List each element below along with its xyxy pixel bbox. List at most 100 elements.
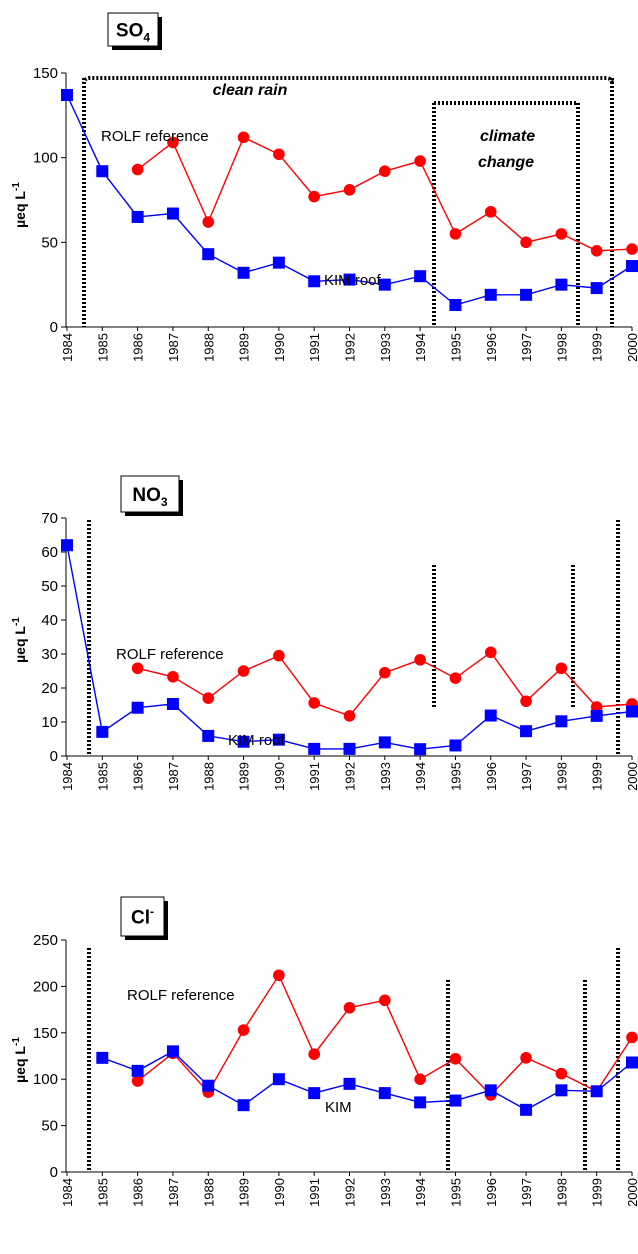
y-axis-label-main: µeq L: [12, 1046, 28, 1083]
rolf-reference-point: [449, 672, 462, 684]
annotation-label: change: [478, 154, 534, 171]
kim-roof-point: [590, 1085, 603, 1098]
y-axis-label-main: µeq L: [12, 626, 28, 663]
rolf-reference-point: [202, 216, 215, 228]
rolf-reference-point: [449, 228, 462, 240]
rolf-reference-point: [308, 190, 320, 203]
kim-roof-point: [131, 210, 144, 223]
kim-roof-point: [61, 89, 73, 102]
x-tick-label: 1988: [201, 762, 216, 791]
x-tick-label: 1995: [448, 762, 463, 791]
kim-roof-point: [96, 1051, 109, 1064]
x-tick-label: 1984: [60, 1178, 75, 1207]
chart-title-superscript: -: [150, 905, 154, 919]
kim-roof-point: [166, 697, 179, 710]
kim-roof-point: [237, 266, 250, 279]
x-tick-label: 1998: [554, 333, 569, 362]
x-tick-label: 2000: [625, 762, 638, 791]
x-tick-label: 1996: [484, 762, 499, 791]
x-tick-label: 2000: [625, 333, 638, 362]
chart-title: NO3: [132, 485, 168, 509]
kim-roof-point: [343, 1077, 356, 1090]
y-tick-label: 0: [50, 319, 58, 336]
y-tick-label: 0: [50, 1164, 58, 1181]
kim-roof-point: [166, 207, 179, 220]
title-badge: [120, 475, 180, 513]
x-tick-label: 1985: [95, 333, 110, 362]
y-tick-label: 150: [33, 1025, 58, 1042]
chart-title-main: Cl: [131, 908, 150, 929]
chart-title-subscript: 4: [143, 31, 150, 45]
series-label: ROLF reference: [116, 646, 224, 663]
y-axis-label-superscript: -1: [11, 182, 22, 191]
x-tick-label: 1988: [201, 333, 216, 362]
rolf-reference-point: [131, 662, 144, 675]
x-tick-label: 1997: [519, 333, 534, 362]
y-tick-label: 250: [33, 932, 58, 949]
clean-rain-bracket: [82, 76, 614, 85]
rolf-reference-point: [520, 236, 532, 249]
x-tick-label: 1985: [95, 1178, 110, 1207]
x-tick-label: 1998: [554, 762, 569, 791]
x-tick-label: 1999: [590, 762, 605, 791]
chart-panel-2: 0 10 20 30 40 50 60 70 1984 1985 1986 1987 1988 1989 1…: [11, 475, 638, 791]
x-tick-label: 1997: [519, 1178, 534, 1207]
kim-roof-point: [96, 725, 109, 738]
kim-roof-point: [520, 725, 533, 738]
series-label: KIM: [325, 1099, 352, 1116]
kim-roof-point: [590, 709, 603, 722]
y-tick-label: 200: [33, 978, 58, 995]
kim-roof-point: [378, 1087, 391, 1100]
x-tick-label: 1989: [237, 762, 252, 791]
kim-roof-point: [414, 1096, 427, 1109]
rolf-reference-point: [237, 1024, 250, 1036]
y-tick-label: 10: [41, 714, 58, 731]
kim-roof-point: [626, 1056, 638, 1069]
kim-roof-point: [237, 735, 250, 748]
x-tick-label: 1990: [272, 333, 287, 362]
y-tick-label: 50: [41, 1118, 58, 1135]
rolf-reference-point: [379, 666, 391, 679]
rolf-reference-point: [626, 1031, 638, 1044]
kim-roof-point: [308, 275, 321, 288]
kim-roof-point: [378, 278, 391, 291]
y-tick-label: 40: [41, 612, 58, 629]
rolf-reference-point: [555, 662, 568, 675]
x-tick-label: 1994: [413, 333, 428, 362]
series-label: ROLF reference: [101, 128, 209, 145]
kim-roof-point: [555, 715, 568, 728]
rolf-reference-point: [414, 1073, 426, 1085]
rolf-reference-point: [273, 148, 285, 161]
x-tick-label: 1987: [166, 333, 181, 362]
rolf-reference-point: [484, 206, 497, 218]
kim-roof-point: [272, 733, 285, 746]
kim-roof-point: [626, 705, 638, 718]
x-tick-label: 1991: [307, 1178, 322, 1207]
y-tick-label: 30: [41, 646, 58, 663]
rolf-reference-point: [379, 165, 391, 178]
x-tick-label: 1992: [343, 1178, 358, 1207]
series-label: KIM roof: [324, 272, 382, 289]
kim-roof-point: [343, 742, 356, 755]
kim-roof-point: [449, 298, 462, 311]
rolf-reference-point: [343, 1001, 356, 1014]
chart-title-subscript: 3: [161, 495, 168, 509]
rolf-reference-point: [520, 1052, 532, 1064]
kim-roof-point: [343, 273, 356, 286]
rolf-reference-point: [308, 697, 320, 709]
rolf-reference-point: [379, 994, 391, 1007]
rolf-reference-point: [202, 692, 215, 704]
x-tick-label: 1990: [272, 1178, 287, 1207]
kim-roof-point: [131, 701, 144, 714]
kim-roof-point: [555, 278, 568, 291]
rolf-reference-point: [273, 969, 285, 982]
rolf-reference-point: [237, 665, 250, 677]
rolf-reference-point: [414, 653, 426, 666]
chart-panel-3: 0 50 100 150 200 250 1984 1985 1986 1987 1988 1989 1…: [11, 896, 638, 1207]
y-axis-label: µeq L-1: [11, 182, 28, 228]
kim-roof-line: [102, 1050, 633, 1111]
kim-roof-point: [308, 1087, 321, 1100]
x-tick-label: 1993: [378, 1178, 393, 1207]
kim-roof-point: [484, 709, 497, 722]
x-tick-label: 1996: [484, 333, 499, 362]
